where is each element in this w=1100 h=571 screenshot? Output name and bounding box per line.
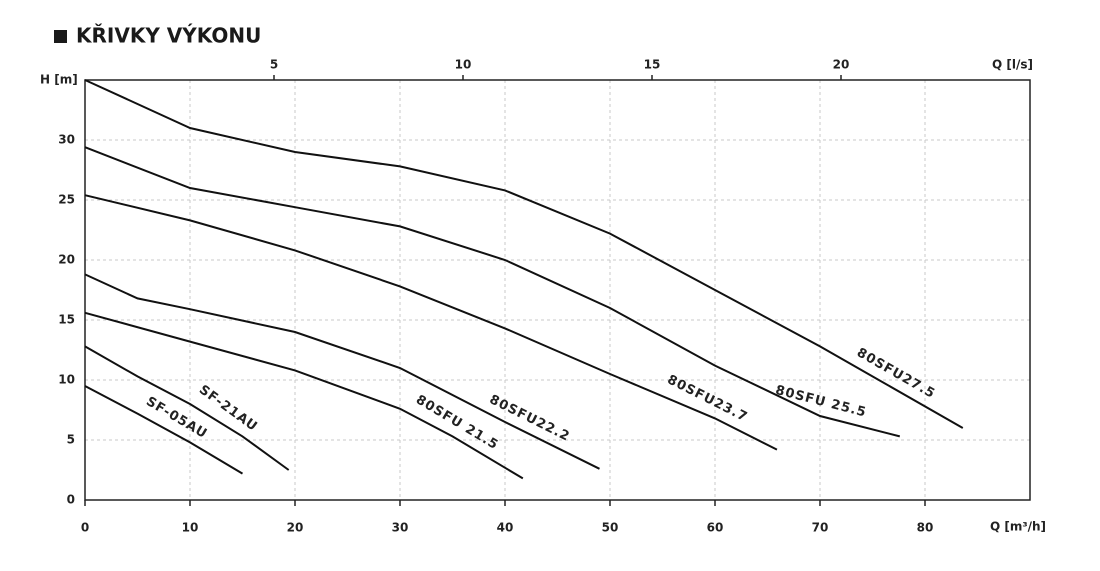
x-axis-label: Q [m³/h] — [990, 520, 1046, 534]
curve-label: 80SFU 25.5 — [774, 383, 868, 421]
x-tick-label: 80 — [917, 521, 934, 535]
title-marker — [54, 30, 67, 43]
y-tick-label: 20 — [58, 253, 75, 267]
y-tick-label: 10 — [58, 373, 75, 387]
x-tick-label: 60 — [707, 521, 724, 535]
x-tick-label: 10 — [182, 521, 199, 535]
x-tick-label: 70 — [812, 521, 829, 535]
x-tick-label: 40 — [497, 521, 514, 535]
performance-curve — [84, 79, 964, 429]
y-axis-label: H [m] — [40, 73, 78, 87]
y-tick-label: 30 — [58, 133, 75, 147]
x2-tick-label: 20 — [833, 58, 850, 72]
x2-axis-label: Q [l/s] — [992, 58, 1033, 72]
x-tick-label: 50 — [602, 521, 619, 535]
x-tick-label: 20 — [287, 521, 304, 535]
y-tick-label: 0 — [67, 493, 75, 507]
y-tick-label: 25 — [58, 193, 75, 207]
performance-curve — [84, 345, 290, 471]
x2-tick-label: 15 — [644, 58, 661, 72]
y-tick-label: 15 — [58, 313, 75, 327]
y-tick-label: 5 — [67, 433, 75, 447]
performance-curve — [84, 385, 244, 475]
curve-label: 80SFU23.7 — [665, 372, 750, 425]
x-tick-label: 30 — [392, 521, 409, 535]
performance-curve — [84, 194, 778, 451]
performance-curve — [84, 311, 524, 480]
x2-tick-label: 10 — [455, 58, 472, 72]
chart-title: KŘIVKY VÝKONU — [76, 24, 261, 48]
x-tick-label: 0 — [81, 521, 89, 535]
performance-curve — [84, 146, 901, 438]
x2-tick-label: 5 — [270, 58, 278, 72]
performance-curve — [84, 273, 600, 470]
plot-frame — [84, 79, 1031, 501]
